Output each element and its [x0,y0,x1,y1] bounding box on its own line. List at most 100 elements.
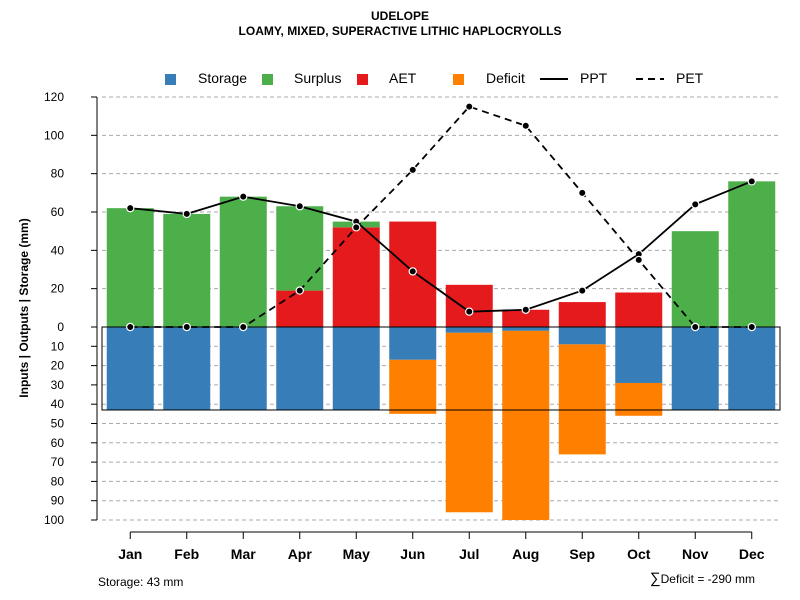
legend: Storage Surplus AET Deficit PPT PET [0,70,800,90]
storage-bar-aug [502,327,550,331]
ppt-point-feb [182,209,191,219]
ppt-point-sep [578,286,587,295]
pet-point-aug [521,121,530,130]
legend-label-pet: PET [676,70,704,86]
legend-swatch-storage [165,74,176,85]
legend-label-aet: AET [389,70,417,86]
ppt-point-dec [747,177,756,186]
ppt-line [130,180,753,313]
surplus-bar-nov [671,231,719,327]
aet-bar-apr [276,290,324,327]
aet-bar-oct [615,292,663,327]
storage-note: Storage: 43 mm [98,575,184,589]
legend-line-ppt [540,78,568,80]
storage-bar-jul [445,327,493,333]
chart-title: UDELOPE [370,9,429,23]
x-tick-label-sep: Sep [569,546,595,562]
x-tick-label-mar: Mar [231,546,256,562]
x-tick-label-jun: Jun [400,546,425,562]
x-tick-label-jul: Jul [459,546,479,562]
y-tick-label-lower-10: 10 [51,339,65,353]
y-tick-label-upper-0: 0 [57,320,64,334]
surplus-bar-jan [106,208,154,327]
ppt-point-jan [126,203,135,213]
aet-bar-aug [502,309,550,327]
storage-bar-apr [276,327,324,410]
storage-bar-dec [728,327,776,410]
y-tick-label-upper-60: 60 [51,205,65,219]
pet-line [130,105,752,328]
ppt-point-aug [521,305,530,314]
ppt-point-jul [465,307,474,316]
pet-point-dec [747,322,756,332]
storage-bar-jan [106,327,154,410]
surplus-bar-apr [276,206,324,291]
pet-point-may [352,223,361,232]
storage-bar-mar [219,327,267,410]
y-tick-label-upper-20: 20 [51,282,65,296]
y-tick-label-lower-60: 60 [51,436,65,450]
storage-bar-oct [615,327,663,383]
storage-bar-sep [558,327,606,345]
x-tick-label-dec: Dec [739,546,765,562]
x-tick-label-aug: Aug [512,546,539,562]
ppt-point-mar [239,192,248,201]
storage-bar-jun [389,327,437,360]
x-tick-label-feb: Feb [174,546,199,562]
storage-bar-may [332,327,380,410]
pet-point-mar [239,322,248,332]
y-tick-label-upper-80: 80 [51,167,65,181]
pet-point-nov [691,322,700,332]
y-tick-label-lower-100: 100 [44,513,64,527]
legend-label-storage: Storage [198,70,248,86]
pet-point-jun [408,165,417,175]
pet-point-jul [465,102,474,111]
legend-swatch-deficit [453,74,464,85]
x-tick-label-jan: Jan [118,546,142,562]
y-axis-label: Inputs | Outputs | Storage (mm) [17,218,31,397]
x-tick-label-may: May [343,546,370,562]
y-tick-label-lower-90: 90 [51,494,65,508]
y-tick-label-lower-30: 30 [51,378,65,392]
storage-bar-nov [671,327,719,410]
surplus-bar-feb [163,213,211,327]
deficit-bar-sep [558,344,606,455]
y-tick-label-upper-40: 40 [51,243,65,257]
pet-point-apr [295,286,304,295]
aet-bar-may [332,227,380,327]
ppt-point-nov [691,200,700,209]
legend-label-ppt: PPT [580,70,608,86]
aet-bar-jul [445,284,493,327]
sigma-symbol: ∑ [649,570,661,587]
deficit-bar-jul [445,332,493,513]
x-tick-label-apr: Apr [288,546,313,562]
deficit-bar-oct [615,382,663,416]
legend-swatch-surplus [262,74,273,85]
legend-label-surplus: Surplus [294,70,342,86]
pet-point-feb [182,322,191,332]
chart-subtitle: LOAMY, MIXED, SUPERACTIVE LITHIC HAPLOCR… [238,24,562,38]
storage-bar-feb [163,327,211,410]
y-tick-label-lower-20: 20 [51,359,65,373]
legend-line-pet [636,78,664,80]
y-tick-label-lower-40: 40 [51,397,65,411]
aet-bar-sep [558,302,606,327]
pet-point-jan [126,322,135,332]
deficit-bar-jun [389,359,437,414]
x-tick-label-oct: Oct [627,546,651,562]
y-tick-label-upper-100: 100 [44,128,64,142]
y-tick-label-lower-80: 80 [51,474,65,488]
y-tick-label-upper-120: 120 [44,90,64,104]
ppt-point-apr [295,202,304,211]
y-tick-label-lower-70: 70 [51,455,65,469]
pet-point-oct [634,255,643,265]
legend-label-deficit: Deficit [486,70,525,86]
surplus-bar-mar [219,196,267,327]
surplus-bar-dec [728,181,776,327]
y-tick-label-lower-50: 50 [51,417,65,431]
deficit-note: ∑Deficit = -290 mm [650,570,755,587]
deficit-bar-aug [502,330,550,520]
x-tick-label-nov: Nov [682,546,709,562]
legend-swatch-aet [357,74,368,85]
